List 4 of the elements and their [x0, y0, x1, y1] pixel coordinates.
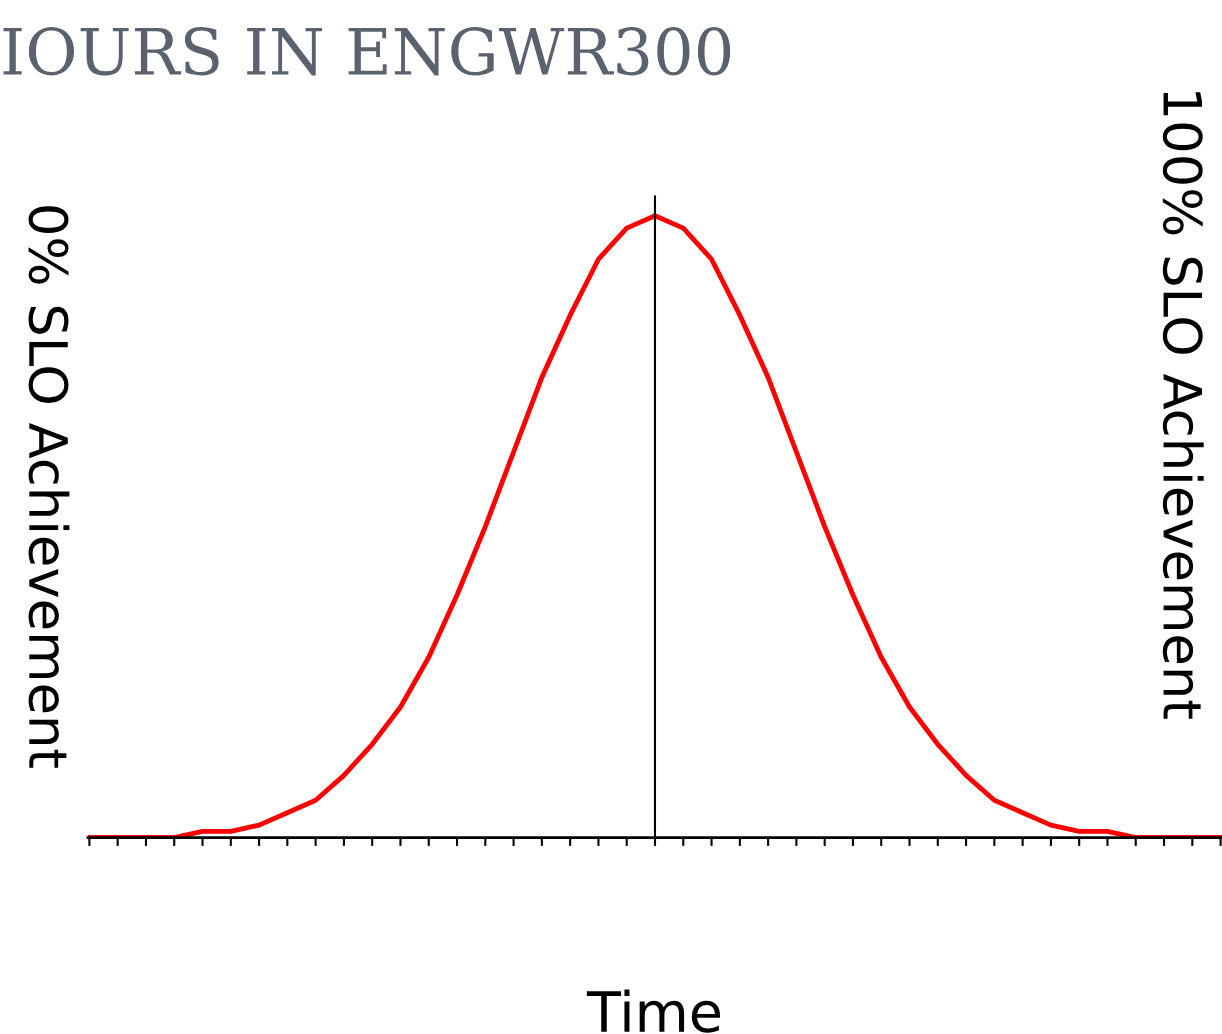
x-axis-title: Time	[586, 989, 720, 1033]
y2-axis-title: 100% SLO Achievement	[1162, 92, 1204, 719]
y-axis-title: 0% SLO Achievement	[28, 206, 70, 768]
chart-title: IOURS IN ENGWR300	[3, 27, 731, 76]
